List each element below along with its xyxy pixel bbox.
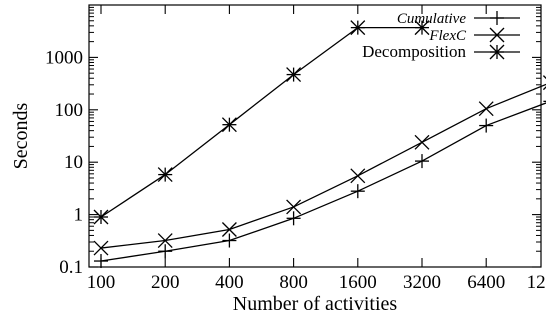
legend-marker-decomposition: [489, 44, 505, 60]
y-tick-label: 0.1: [59, 257, 83, 278]
x-tick-label: 12800: [527, 272, 546, 293]
series-line-cumulative: [100, 102, 546, 262]
plot-frame: [88, 4, 542, 268]
data-point-decomposition: [221, 117, 237, 133]
data-point-flexc: [221, 222, 237, 237]
x-tick-label: 3200: [403, 272, 441, 293]
x-tick-label: 800: [279, 272, 308, 293]
y-tick-label: 100: [55, 100, 84, 121]
data-point-cumulative: [350, 184, 365, 199]
x-tick-label: 100: [87, 272, 116, 293]
axis-ticks: 0.1 1 10 100 1000 100 200 400 800 1600 3200 6400 128…: [45, 5, 546, 293]
legend-label-cumulative: Cumulative: [397, 11, 466, 27]
y-tick-label: 1000: [45, 47, 83, 68]
x-axis-title: Number of activities: [233, 293, 398, 315]
legend-marker-cumulative: [490, 11, 504, 25]
data-point-decomposition: [350, 20, 366, 36]
series-line-flexc: [100, 83, 546, 249]
data-point-decomposition: [157, 167, 173, 183]
data-point-flexc: [414, 134, 430, 150]
data-point-flexc: [157, 233, 173, 248]
series-group: [93, 20, 546, 269]
data-point-decomposition: [414, 20, 430, 36]
x-tick-label: 200: [151, 272, 180, 293]
legend-marker-flexc: [489, 27, 505, 43]
data-point-cumulative: [479, 118, 494, 133]
y-axis-title: Seconds: [10, 102, 32, 169]
y-tick-label: 10: [64, 152, 83, 173]
data-point-decomposition: [93, 209, 109, 225]
data-point-decomposition: [286, 67, 302, 83]
data-point-flexc: [478, 101, 494, 117]
legend-label-decomposition: Decomposition: [362, 42, 466, 61]
x-tick-label: 400: [215, 272, 244, 293]
x-tick-label: 1600: [339, 272, 377, 293]
data-point-cumulative: [286, 211, 301, 226]
legend-label-flexc: FlexC: [428, 28, 467, 44]
data-point-cumulative: [415, 154, 429, 169]
data-point-flexc: [93, 240, 109, 256]
data-point-cumulative: [222, 233, 237, 248]
data-point-flexc: [350, 168, 366, 184]
x-tick-label: 6400: [467, 272, 505, 293]
series-line-decomposition: [100, 26, 422, 218]
data-point-cumulative: [158, 244, 173, 259]
data-point-cumulative: [94, 254, 108, 269]
y-tick-label: 1: [74, 205, 84, 226]
data-point-flexc: [286, 199, 302, 215]
